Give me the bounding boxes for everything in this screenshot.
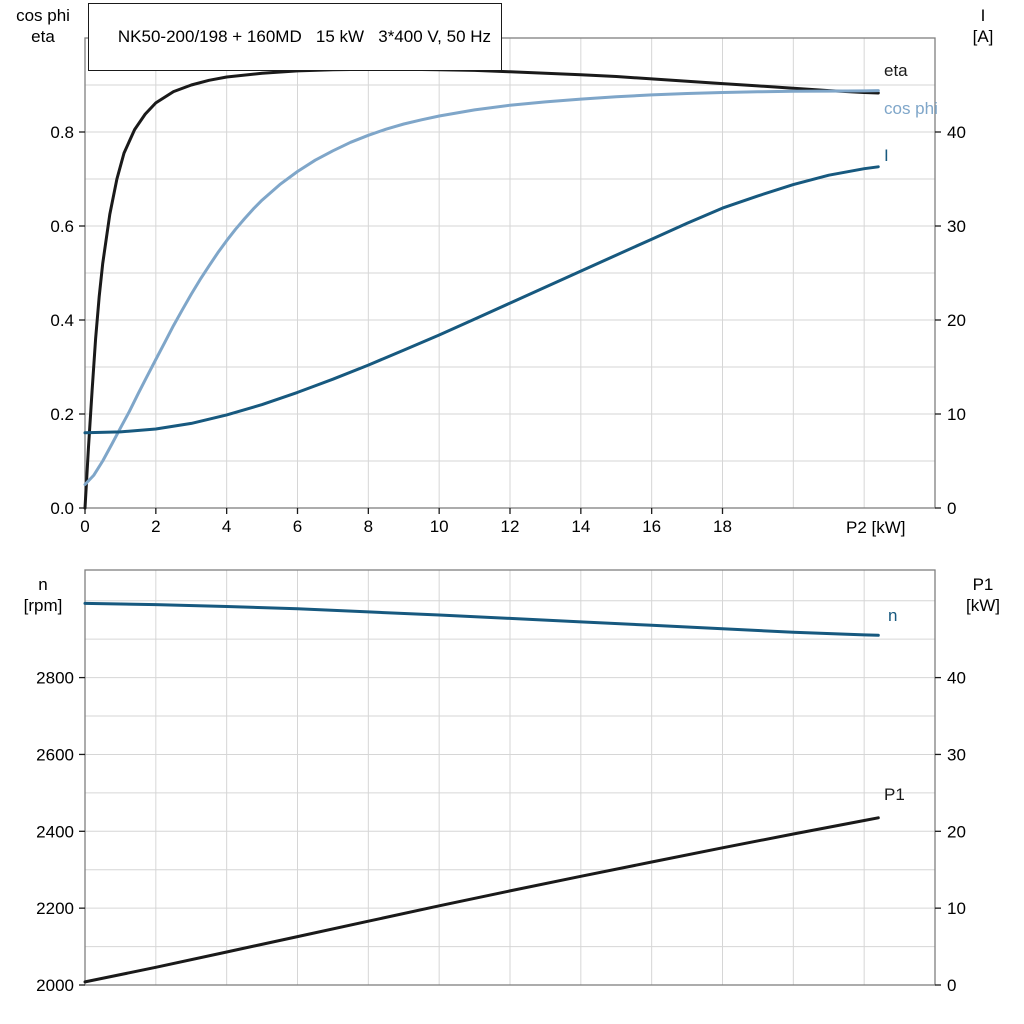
chart-top: 0.0 0.2 0.4 0.6 0.8 0 10 20 30 40 0 2 4 6 8 10 12 14 16 18 [50, 37, 966, 536]
tick-label: 40 [947, 669, 966, 688]
tick-label: 6 [293, 517, 302, 536]
tick-label: 10 [947, 405, 966, 424]
axis-title-line: [kW] [966, 596, 1000, 615]
bottom-left-axis-title: n [rpm] [4, 574, 82, 616]
tick-label: 2 [151, 517, 160, 536]
tick-label: 10 [430, 517, 449, 536]
tick-label: 2400 [36, 822, 74, 841]
bottom-right-axis-title: P1 [kW] [952, 574, 1014, 616]
tick-label: 2800 [36, 669, 74, 688]
tick-label: 0.8 [50, 123, 74, 142]
axis-title-line: n [38, 575, 48, 594]
axis-title-line: I [980, 6, 986, 25]
tick-label: 8 [364, 517, 373, 536]
axis-title-line: eta [31, 27, 55, 46]
top-right-axis-title: I [A] [952, 5, 1014, 47]
tick-label: 20 [947, 822, 966, 841]
curve-eta [83, 67, 880, 510]
curve-p1 [83, 816, 880, 984]
curve-cos-phi [83, 89, 880, 486]
tick-label: 0 [80, 517, 89, 536]
tick-label: 10 [947, 899, 966, 918]
axis-title-line: [A] [972, 27, 994, 46]
tick-label: 0 [947, 976, 956, 995]
tick-label: 20 [947, 311, 966, 330]
axis-title-line: [rpm] [23, 596, 63, 615]
legend-cos-phi: cos phi [884, 99, 938, 118]
tick-label: 0 [947, 499, 956, 518]
plot-frame [84, 569, 936, 986]
tick-label: 0.6 [50, 217, 74, 236]
curve-current [83, 165, 880, 435]
tick-label: 30 [947, 745, 966, 764]
tick-label: 0.2 [50, 405, 74, 424]
tick-label: 0.4 [50, 311, 74, 330]
curve-speed [83, 601, 880, 637]
tick-label: 40 [947, 123, 966, 142]
tick-label: 0.0 [50, 499, 74, 518]
tick-label: 14 [571, 517, 590, 536]
axis-title-line: P1 [972, 575, 994, 594]
tick-label: 30 [947, 217, 966, 236]
tick-label: 18 [713, 517, 732, 536]
tick-label: 16 [642, 517, 661, 536]
legend-p1: P1 [884, 785, 905, 804]
chart-title-box: NK50-200/198 + 160MD 15 kW 3*400 V, 50 H… [88, 3, 503, 71]
legend-current: I [884, 146, 889, 165]
top-left-axis-title: cos phi eta [4, 5, 82, 47]
tick-label: 4 [222, 517, 231, 536]
tick-label: 2200 [36, 899, 74, 918]
tick-label: 12 [501, 517, 520, 536]
legend-speed: n [888, 606, 898, 625]
tick-label: 2600 [36, 745, 74, 764]
chart-title: NK50-200/198 + 160MD 15 kW 3*400 V, 50 H… [117, 27, 492, 46]
x-axis-label: P2 [kW] [846, 518, 906, 537]
axis-title-line: cos phi [16, 6, 70, 25]
tick-label: 2000 [36, 976, 74, 995]
legend-eta: eta [884, 61, 908, 80]
chart-bottom: 2000 2200 2400 2600 2800 0 10 20 30 40 [36, 569, 966, 995]
